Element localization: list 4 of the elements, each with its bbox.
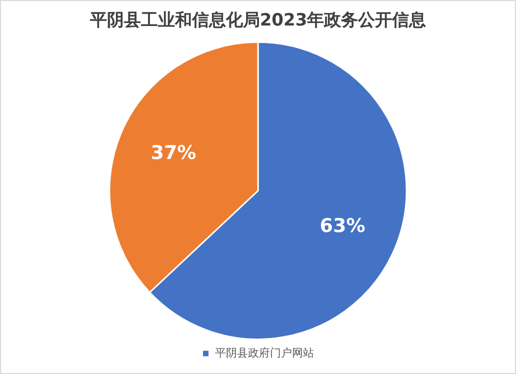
legend-label: 平阴县政府门户网站 <box>214 346 314 360</box>
chart-title: 平阴县工业和信息化局2023年政务公开信息 <box>88 10 426 31</box>
data-label: 63% <box>320 215 366 238</box>
data-label: 37% <box>150 142 196 164</box>
